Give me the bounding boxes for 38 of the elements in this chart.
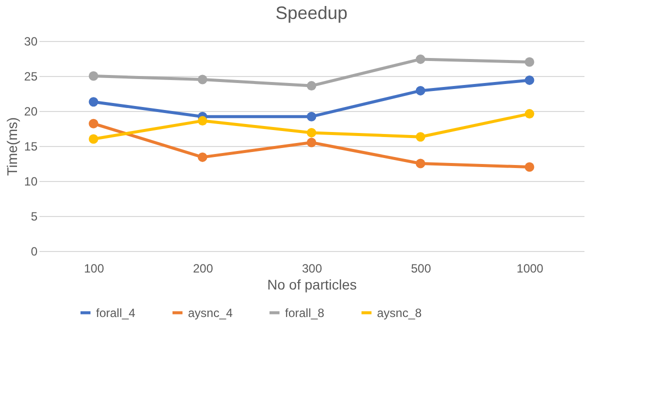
point [88,71,98,81]
point [88,134,98,144]
point [306,81,316,91]
y-tick-label: 5 [30,210,38,224]
chart-title: Speedup [275,3,348,23]
point [416,54,426,64]
x-tick-label: 100 [84,262,104,276]
legend-label: aysnc_8 [377,306,422,320]
legend-label: aysnc_4 [188,306,234,320]
point [416,132,426,142]
y-tick-label: 25 [24,70,38,84]
x-tick-label: 1000 [516,262,544,276]
y-tick-label: 30 [24,34,38,48]
point [416,158,426,168]
y-tick-label: 20 [24,104,38,118]
point [306,128,316,138]
point [88,118,98,128]
x-tick-label: 200 [192,262,214,276]
point [306,112,316,122]
x-tick-label: 300 [302,262,322,276]
point [416,86,426,96]
point [524,162,534,172]
y-axis-title: Time(ms) [4,117,20,176]
x-tick-label: 500 [410,262,432,276]
point [524,75,534,85]
point [524,109,534,119]
legend-label: forall_8 [285,306,325,320]
point [306,138,316,148]
y-tick-label: 10 [24,174,38,188]
legend-label: forall_4 [96,306,136,320]
point [198,74,208,84]
x-axis-title: No of particles [267,276,357,292]
point [88,97,98,107]
y-tick-label: 0 [30,244,38,258]
point [198,152,208,162]
y-tick-label: 15 [24,140,38,154]
point [524,57,534,67]
point [198,116,208,126]
